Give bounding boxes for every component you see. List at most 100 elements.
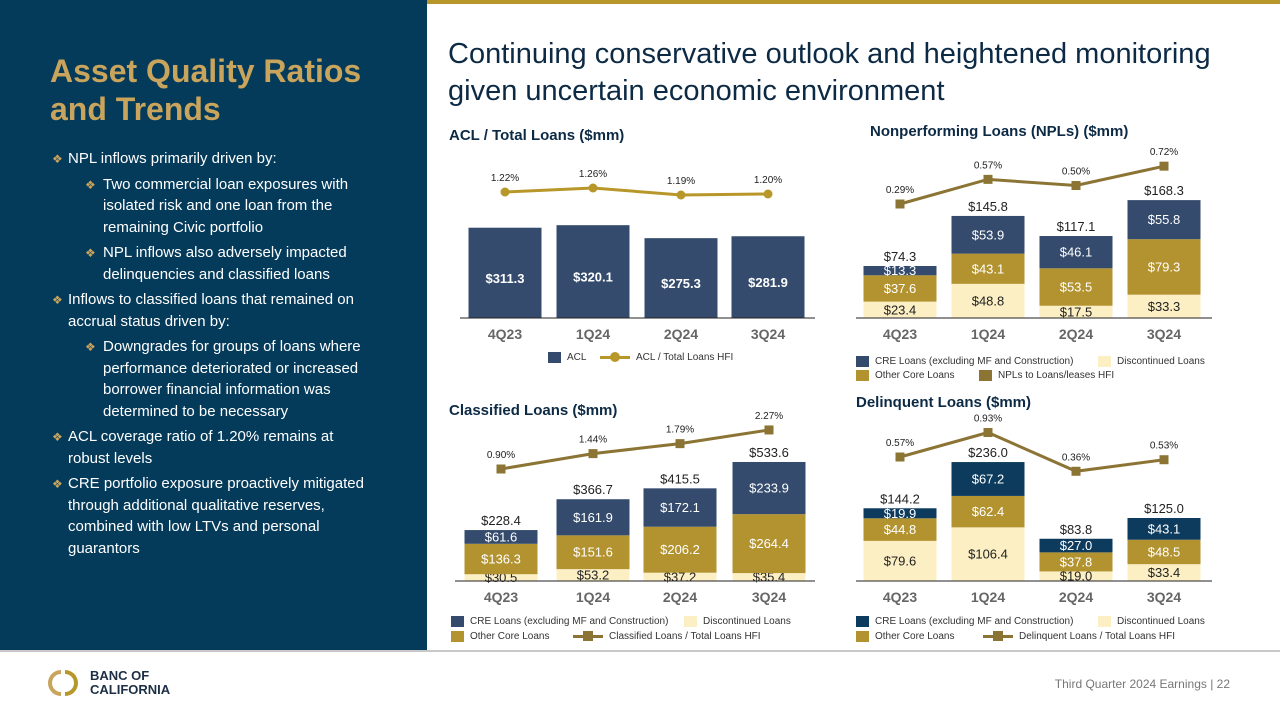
- bar-segment: [556, 535, 630, 570]
- bar-segment: [1039, 236, 1113, 269]
- legend-ratio: Classified Loans / Total Loans HFI: [573, 631, 761, 642]
- legend-discontinued: Discontinued Loans: [1098, 356, 1205, 367]
- ratio-label: 1.20%: [754, 175, 782, 186]
- bar-value-label: $79.3: [1148, 259, 1181, 274]
- category-label: 4Q23: [488, 326, 522, 342]
- bar-segment: [863, 508, 937, 519]
- category-label: 1Q24: [971, 589, 1005, 605]
- legend-cre: CRE Loans (excluding MF and Construction…: [856, 616, 1073, 627]
- legend-line-swatch: [573, 631, 603, 641]
- legend-label: Other Core Loans: [875, 370, 955, 381]
- ratio-marker: [496, 464, 506, 474]
- ratio-line: [504, 186, 769, 197]
- bar-segment: [464, 543, 538, 575]
- bar-segment: [464, 530, 538, 544]
- bar-segment: [464, 574, 538, 581]
- bar-value-label: $19.9: [884, 506, 917, 521]
- bar-value-label: $151.6: [573, 545, 613, 560]
- bar-total-label: $236.0: [968, 445, 1008, 460]
- legend-swatch: [684, 616, 697, 627]
- ratio-label: 0.29%: [886, 185, 914, 196]
- slide-title: Asset Quality Ratios and Trends: [50, 53, 362, 127]
- headline: Continuing conservative outlook and heig…: [448, 38, 1211, 107]
- bar-total-label: $117.1: [1057, 219, 1096, 234]
- bar-value-label: $53.5: [1060, 280, 1093, 295]
- bar-value-label: $161.9: [573, 510, 613, 525]
- category-label: 3Q24: [752, 589, 786, 605]
- bullet-item: ❖ Inflows to classified loans that remain…: [52, 289, 372, 332]
- bar-segment: [951, 283, 1025, 318]
- legend-swatch: [979, 370, 992, 381]
- legend-acl-ratio: ACL / Total Loans HFI: [600, 352, 733, 363]
- diamond-bullet-icon: ❖: [85, 340, 96, 354]
- legend-other-core: Other Core Loans: [856, 631, 955, 642]
- legend-line-swatch: [983, 631, 1013, 641]
- bar-total-label: $533.6: [749, 445, 789, 460]
- bullet-text: Downgrades for groups of loans where per…: [103, 338, 361, 420]
- legend-label: Other Core Loans: [875, 631, 955, 642]
- legend-swatch: [1098, 616, 1111, 627]
- bar-total-label: $125.0: [1144, 501, 1184, 516]
- ratio-label: 2.27%: [755, 411, 783, 422]
- ratio-label: 0.53%: [1150, 441, 1178, 452]
- legend-label: Discontinued Loans: [1117, 616, 1205, 627]
- ratio-marker: [764, 425, 774, 435]
- bar-value-label: $46.1: [1060, 245, 1093, 260]
- ratio-marker: [983, 428, 993, 438]
- legend-swatch: [856, 616, 869, 627]
- bullet-text: CRE portfolio exposure proactively mitig…: [68, 475, 364, 557]
- ratio-label: 1.22%: [491, 173, 519, 184]
- bar-segment: [951, 495, 1025, 528]
- ratio-label: 1.44%: [579, 435, 607, 446]
- bar-segment: [468, 227, 542, 318]
- bar-total-label: $366.7: [573, 482, 613, 497]
- ratio-label: 1.19%: [667, 176, 695, 187]
- bar-segment: [1127, 539, 1201, 565]
- legend-swatch: [548, 352, 561, 363]
- bar-value-label: $43.1: [1148, 521, 1181, 536]
- bar-value-label: $61.6: [485, 529, 518, 544]
- legend-swatch: [451, 616, 464, 627]
- bar-segment: [863, 301, 937, 318]
- bar-segment: [732, 461, 806, 515]
- bar-segment: [556, 499, 630, 536]
- bar-value-label: $33.4: [1148, 565, 1181, 580]
- ratio-line: [899, 430, 1165, 473]
- legend-label: NPLs to Loans/leases HFI: [998, 370, 1115, 381]
- bar-value-label: $48.8: [972, 293, 1005, 308]
- ratio-marker: [676, 190, 686, 200]
- diamond-bullet-icon: ❖: [52, 293, 63, 307]
- logo: BANC OF CALIFORNIA: [48, 668, 180, 698]
- bar-value-label: $172.1: [660, 500, 700, 515]
- bar-value-label: $53.2: [577, 568, 610, 583]
- chart-title-classified: Classified Loans ($mm): [449, 402, 618, 419]
- bar-value-label: $33.3: [1148, 299, 1181, 314]
- bar-segment: [643, 488, 717, 527]
- bar-total-label: $144.2: [880, 491, 920, 506]
- bar-value-label: $17.5: [1060, 304, 1093, 319]
- bar-segment: [1039, 305, 1113, 318]
- legend-swatch: [856, 356, 869, 367]
- legend-cre: CRE Loans (excluding MF and Construction…: [856, 356, 1073, 367]
- bullet-item: ❖ CRE portfolio exposure proactively miti…: [52, 473, 372, 559]
- ratio-line: [899, 164, 1165, 206]
- bar-value-label: $311.3: [485, 271, 524, 286]
- ratio-label: 1.26%: [579, 169, 607, 180]
- category-label: 4Q23: [883, 589, 917, 605]
- bar-value-label: $44.8: [884, 522, 917, 537]
- bar-total-label: $145.8: [968, 199, 1008, 214]
- ratio-marker: [500, 187, 510, 197]
- ratio-marker: [895, 199, 905, 209]
- legend-other-core: Other Core Loans: [451, 631, 550, 642]
- ratio-label: 0.93%: [974, 414, 1002, 425]
- diamond-bullet-icon: ❖: [52, 477, 63, 491]
- ratio-marker: [1159, 161, 1169, 171]
- bar-value-label: $264.4: [749, 536, 789, 551]
- bar-value-label: $106.4: [968, 547, 1008, 562]
- bullet-item: ❖ Downgrades for groups of loans where pe…: [52, 336, 372, 422]
- legend-label: Classified Loans / Total Loans HFI: [609, 631, 761, 642]
- category-label: 4Q23: [484, 589, 518, 605]
- bar-value-label: $67.2: [972, 471, 1005, 486]
- category-label: 2Q24: [663, 589, 697, 605]
